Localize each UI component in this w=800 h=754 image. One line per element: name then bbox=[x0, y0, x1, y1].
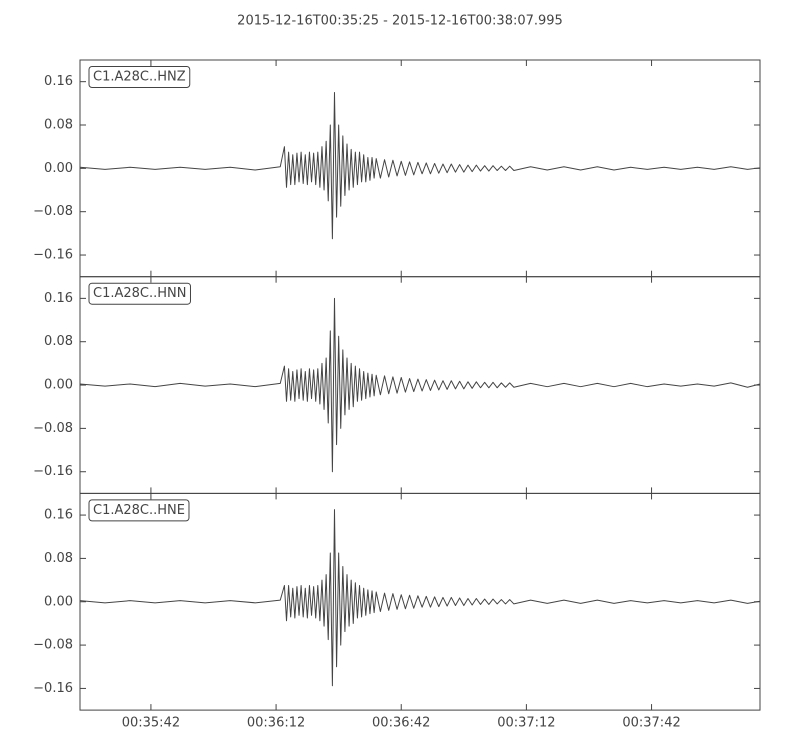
trace-label: C1.A28C..HNE bbox=[93, 503, 185, 518]
x-tick-label: 00:37:42 bbox=[622, 716, 680, 731]
y-tick-label: 0.00 bbox=[44, 594, 73, 609]
waveform bbox=[79, 92, 761, 240]
y-tick-label: −0.16 bbox=[33, 681, 73, 696]
y-tick-label: 0.16 bbox=[44, 74, 73, 89]
x-tick-label: 00:35:42 bbox=[122, 716, 180, 731]
y-tick-label: 0.00 bbox=[44, 378, 73, 393]
x-tick-label: 00:36:42 bbox=[372, 716, 430, 731]
trace-label-box bbox=[88, 499, 190, 522]
waveform bbox=[79, 509, 761, 687]
y-tick-label: 0.08 bbox=[44, 551, 73, 566]
trace-label: C1.A28C..HNZ bbox=[93, 70, 186, 85]
y-tick-label: 0.16 bbox=[44, 291, 73, 306]
waveform bbox=[79, 297, 761, 473]
y-tick-label: 0.00 bbox=[44, 161, 73, 176]
title: 2015-12-16T00:35:25 - 2015-12-16T00:38:0… bbox=[237, 14, 563, 29]
y-tick-label: 0.16 bbox=[44, 508, 73, 523]
panel-frame bbox=[79, 492, 761, 711]
y-tick-label: −0.16 bbox=[33, 248, 73, 263]
trace-label: C1.A28C..HNN bbox=[93, 286, 186, 301]
y-tick-label: −0.08 bbox=[33, 421, 73, 436]
y-tick-label: −0.08 bbox=[33, 204, 73, 219]
y-tick-label: 0.08 bbox=[44, 334, 73, 349]
trace-label-box bbox=[88, 66, 191, 88]
trace-label-box bbox=[88, 282, 191, 305]
y-tick-label: −0.16 bbox=[33, 464, 73, 479]
x-tick-label: 00:37:12 bbox=[497, 716, 555, 731]
y-tick-label: 0.08 bbox=[44, 118, 73, 133]
x-tick-label: 00:36:12 bbox=[247, 716, 305, 731]
y-tick-label: −0.08 bbox=[33, 638, 73, 653]
